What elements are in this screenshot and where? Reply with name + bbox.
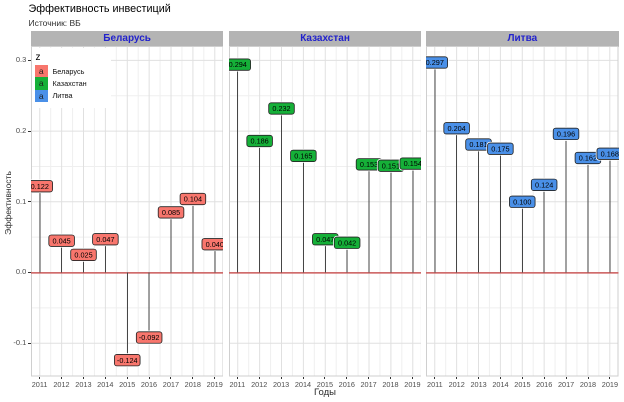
svg-text:0.196: 0.196 (557, 130, 575, 139)
svg-text:0.181: 0.181 (469, 140, 487, 149)
svg-text:0.232: 0.232 (272, 104, 290, 113)
svg-text:0.165: 0.165 (294, 151, 312, 160)
svg-text:0.040: 0.040 (206, 240, 224, 249)
svg-text:-0.092: -0.092 (139, 333, 160, 342)
svg-text:0.153: 0.153 (359, 160, 377, 169)
svg-text:0.151: 0.151 (381, 161, 399, 170)
svg-text:0.168: 0.168 (601, 149, 619, 158)
svg-text:0.047: 0.047 (316, 235, 334, 244)
svg-text:0.124: 0.124 (535, 180, 553, 189)
svg-text:0.047: 0.047 (96, 235, 114, 244)
svg-text:-0.124: -0.124 (117, 356, 138, 365)
svg-text:0.162: 0.162 (579, 154, 597, 163)
svg-text:0.122: 0.122 (31, 182, 49, 191)
svg-text:0.297: 0.297 (426, 58, 444, 67)
svg-text:0.045: 0.045 (52, 236, 70, 245)
svg-text:0.100: 0.100 (513, 197, 531, 206)
svg-text:0.154: 0.154 (403, 159, 421, 168)
svg-text:0.025: 0.025 (74, 250, 92, 259)
svg-text:0.294: 0.294 (229, 60, 247, 69)
svg-text:0.104: 0.104 (184, 195, 202, 204)
svg-text:0.085: 0.085 (162, 208, 180, 217)
svg-text:0.042: 0.042 (338, 238, 356, 247)
svg-text:0.204: 0.204 (448, 124, 466, 133)
svg-text:0.175: 0.175 (491, 144, 509, 153)
svg-text:0.186: 0.186 (250, 137, 268, 146)
